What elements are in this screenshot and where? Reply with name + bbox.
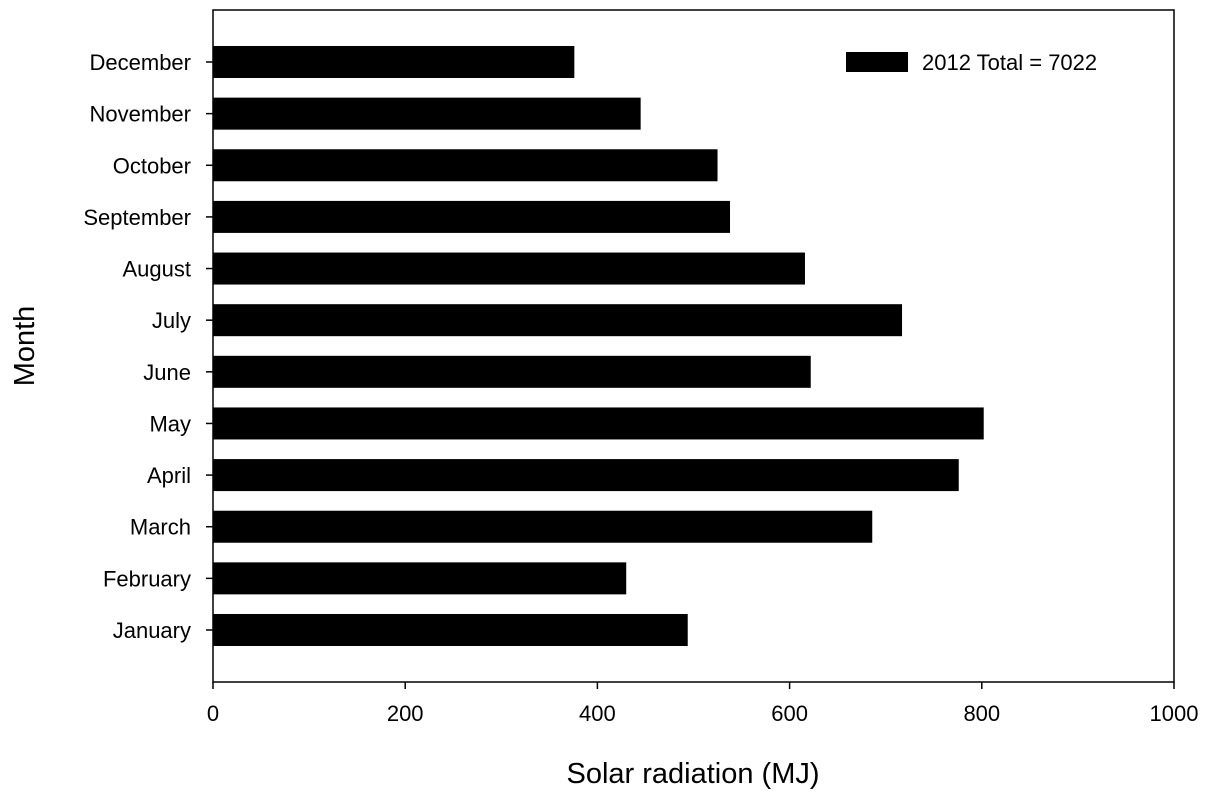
x-axis-title: Solar radiation (MJ) [566,758,819,790]
bar-april [213,459,959,492]
x-axis-ticks: 0 200 400 600 800 1000 [207,682,1199,726]
bar-march [213,510,873,543]
legend-swatch [846,52,908,72]
bar-december [213,46,575,78]
y-tick-label: October [113,153,191,178]
bar-august [213,252,805,285]
bar-june [213,355,811,388]
legend-label: 2012 Total = 7022 [922,50,1097,75]
x-tick-label: 400 [579,701,616,726]
y-tick-label: April [147,463,191,488]
y-tick-label: February [103,566,191,591]
x-tick-label: 800 [963,701,1000,726]
y-tick-label: June [143,360,191,385]
bar-november [213,97,641,130]
bar-october [213,149,718,182]
y-tick-label: August [123,257,192,282]
x-tick-label: 200 [387,701,424,726]
y-tick-label: December [90,50,191,75]
y-tick-label: January [113,618,191,643]
bar-september [213,200,731,233]
plot-frame [212,9,1175,683]
y-tick-label: November [90,102,191,127]
bar-january [213,614,688,646]
y-tick-label: July [152,308,191,333]
bar-february [213,562,627,595]
y-tick-label: May [149,411,191,436]
bars-group [213,46,984,646]
bar-july [213,304,903,337]
y-axis-ticks: January February March April May June July Augu… [83,50,213,643]
x-tick-label: 1000 [1150,701,1199,726]
legend: 2012 Total = 7022 [846,50,1097,75]
bar-may [213,407,984,440]
x-tick-label: 0 [207,701,219,726]
y-tick-label: March [130,515,191,540]
y-tick-label: September [83,205,191,230]
y-axis-title: Month [9,306,41,387]
x-tick-label: 600 [771,701,808,726]
